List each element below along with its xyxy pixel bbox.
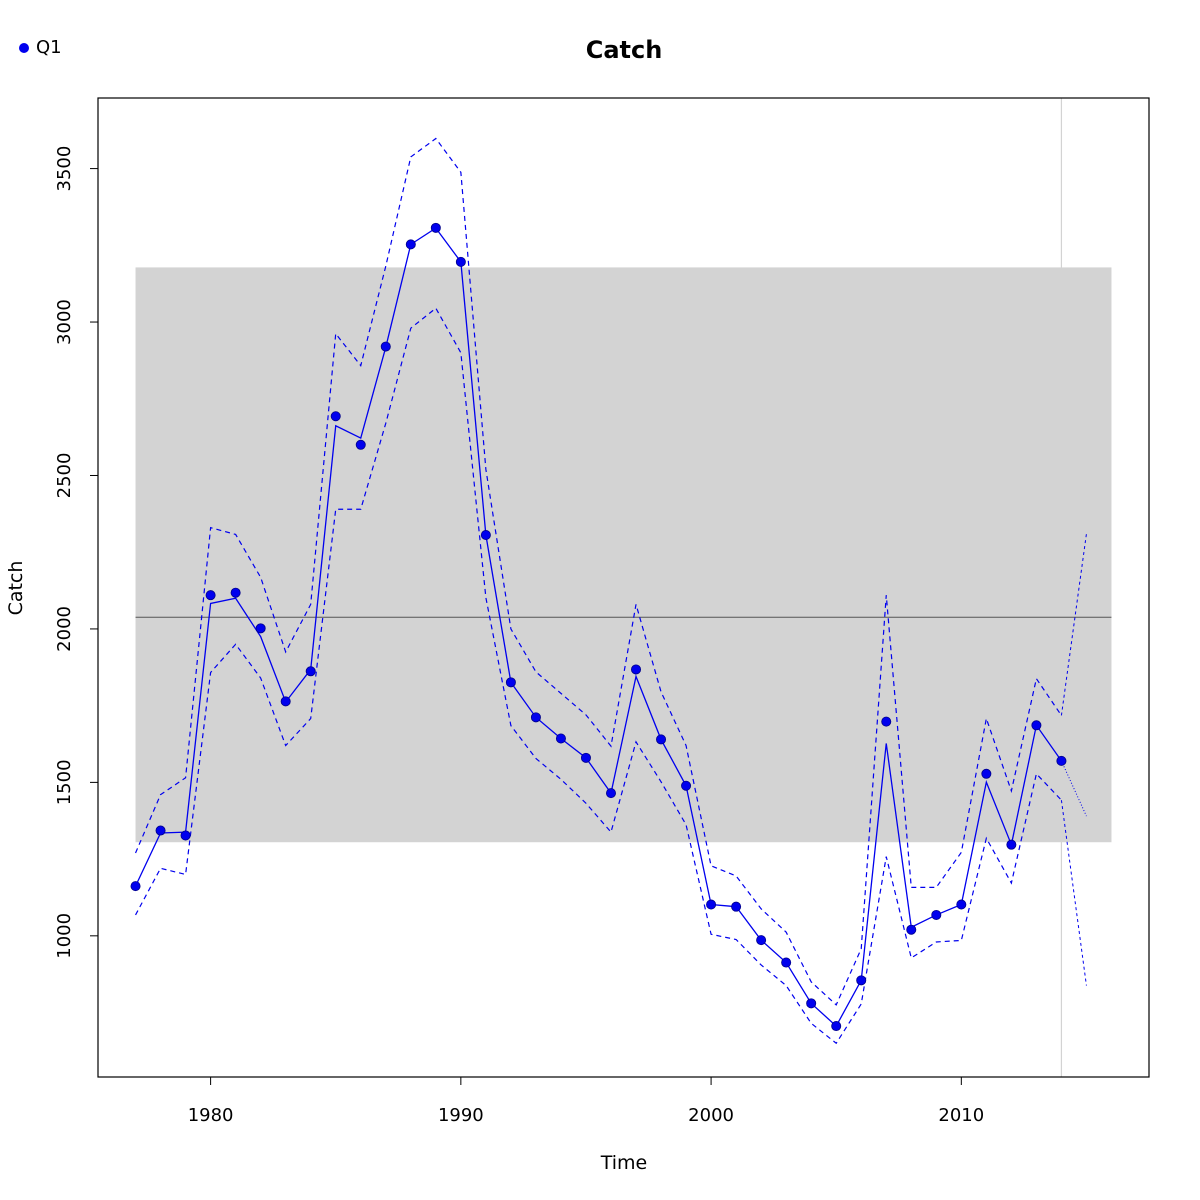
projection-lower-line [1060, 800, 1087, 986]
data-point-1995 [580, 752, 591, 763]
plot-frame [97, 97, 1150, 1078]
x-tick-label-1990: 1990 [438, 1105, 484, 1126]
data-point-2011 [981, 768, 992, 779]
data-point-1998 [656, 734, 667, 745]
data-point-1993 [530, 712, 541, 723]
data-point-1979 [180, 830, 191, 841]
data-point-1985 [330, 411, 341, 422]
data-point-1988 [405, 239, 416, 250]
fitted-line [134, 227, 1062, 1028]
y-tick-label-3000: 3000 [54, 299, 75, 345]
x-axis: 1980 1990 2000 2010 [188, 1077, 984, 1126]
data-point-2010 [956, 899, 967, 910]
data-point-2006 [856, 975, 867, 986]
data-point-1997 [631, 664, 642, 675]
data-point-1982 [255, 623, 266, 634]
data-point-2004 [806, 998, 817, 1009]
x-tick-label-2010: 2010 [938, 1105, 984, 1126]
reference-band [135, 267, 1112, 843]
upper-bound-line [134, 137, 1062, 1006]
y-tick-label-2500: 2500 [54, 453, 75, 499]
x-axis-label: Time [600, 1152, 648, 1174]
data-point-1990 [455, 256, 466, 267]
y-tick-label-1000: 1000 [54, 913, 75, 959]
data-point-2008 [906, 924, 917, 935]
chart-title: Catch [586, 36, 663, 64]
legend-label: Q1 [36, 37, 62, 58]
data-point-1994 [555, 733, 566, 744]
data-point-1991 [480, 530, 491, 541]
x-tick-label-1980: 1980 [188, 1105, 234, 1126]
data-point-2014 [1056, 755, 1067, 766]
data-point-1986 [355, 439, 366, 450]
plot-area [130, 98, 1112, 1077]
data-point-2002 [756, 935, 767, 946]
data-point-2001 [731, 901, 742, 912]
data-point-2007 [881, 716, 892, 727]
data-point-1981 [230, 587, 241, 598]
x-tick-label-2000: 2000 [688, 1105, 734, 1126]
data-point-2012 [1006, 839, 1017, 850]
legend-marker [19, 43, 29, 53]
data-point-1978 [155, 825, 166, 836]
data-point-1992 [505, 677, 516, 688]
data-point-2000 [706, 899, 717, 910]
data-point-2003 [781, 957, 792, 968]
data-point-1999 [681, 780, 692, 791]
data-point-1983 [280, 696, 291, 707]
legend: Q1 [19, 37, 62, 58]
y-tick-label-1500: 1500 [54, 759, 75, 805]
data-point-1996 [605, 788, 616, 799]
y-tick-label-2000: 2000 [54, 606, 75, 652]
projection-upper-line [1060, 533, 1087, 716]
y-axis-label: Catch [5, 561, 27, 616]
data-point-1984 [305, 666, 316, 677]
y-axis: 1000 1500 2000 2500 3000 3500 [54, 146, 98, 959]
projection-fitted-line [1060, 760, 1087, 817]
data-point-1980 [205, 590, 216, 601]
data-point-1987 [380, 341, 391, 352]
data-point-2005 [831, 1021, 842, 1032]
data-point-2013 [1031, 720, 1042, 731]
data-point-1989 [430, 222, 441, 233]
data-point-2009 [931, 909, 942, 920]
y-tick-label-3500: 3500 [54, 146, 75, 192]
data-point-1977 [130, 881, 141, 892]
